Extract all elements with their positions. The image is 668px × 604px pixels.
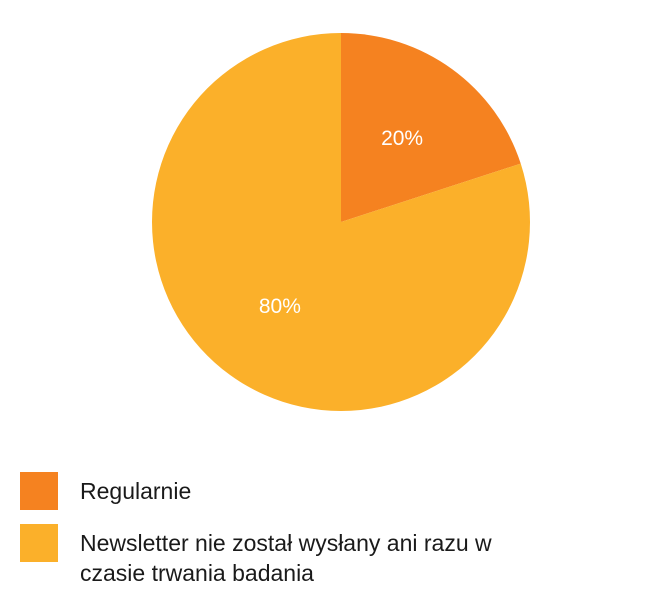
legend-item-newsletter: Newsletter nie został wysłany ani razu w…: [20, 524, 640, 588]
legend-label-newsletter: Newsletter nie został wysłany ani razu w…: [80, 530, 492, 586]
legend: Regularnie Newsletter nie został wysłany…: [20, 472, 640, 602]
pie-slice-newsletter: [152, 33, 530, 411]
slice-label-regularnie: 20%: [381, 127, 423, 150]
legend-item-regularnie: Regularnie: [20, 472, 640, 510]
pie-slice-regularnie: [341, 33, 521, 222]
pie-chart: 20% 80%: [152, 33, 530, 411]
slice-label-newsletter: 80%: [259, 295, 301, 318]
pie-labels: 20% 80%: [259, 127, 423, 318]
legend-swatch-regularnie: [20, 472, 58, 510]
legend-label-regularnie: Regularnie: [80, 478, 192, 504]
legend-swatch-newsletter: [20, 524, 58, 562]
pie-slices: [152, 33, 530, 411]
